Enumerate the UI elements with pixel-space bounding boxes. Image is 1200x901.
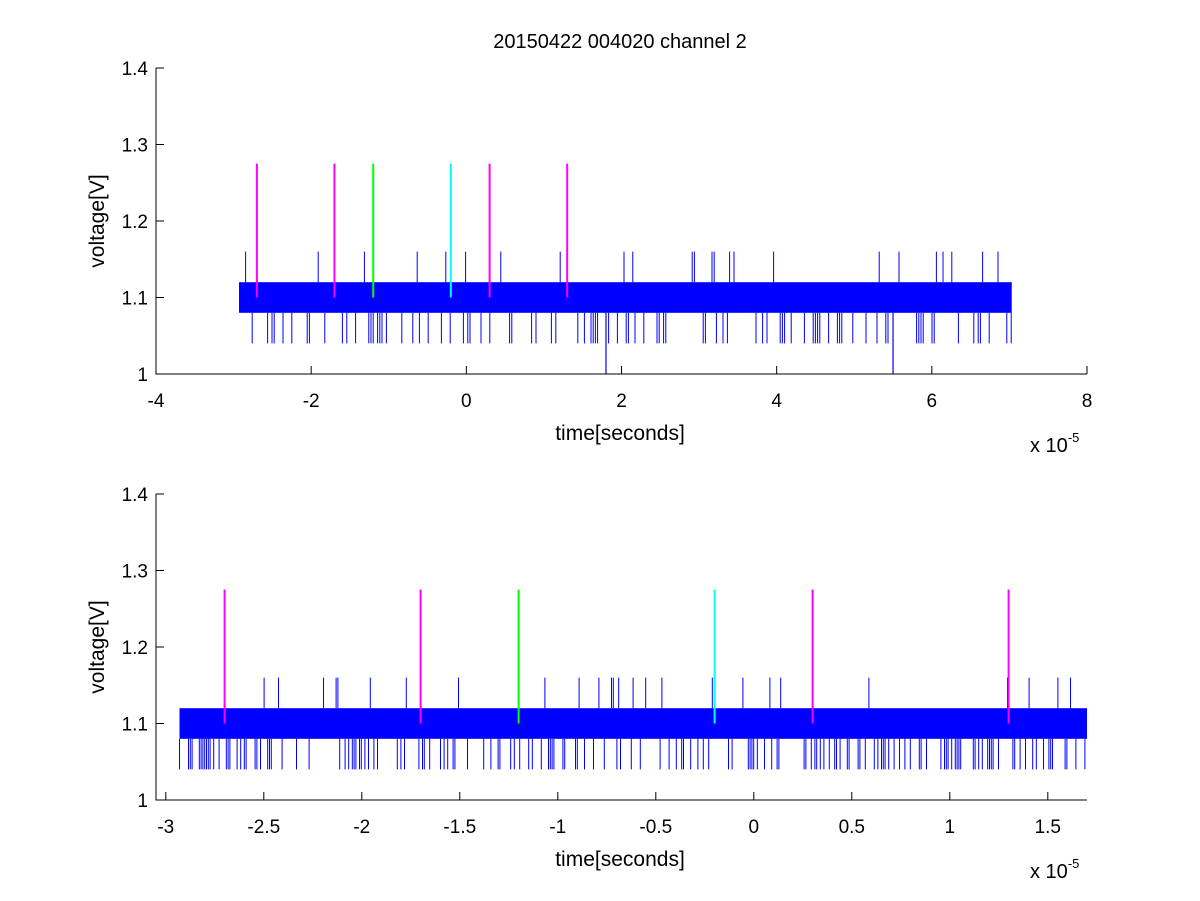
figure-title: 20150422 004020 channel 2 (493, 31, 747, 53)
x-tick-label: -4 (148, 391, 165, 412)
signal-band (179, 708, 1087, 739)
y-tick-label: 1.3 (122, 136, 148, 157)
bottom-x-ticks: -3 -2.5 -2 -1.5 -1 -0.5 0 0.5 1 1.5 (157, 792, 1061, 838)
top-y-axis-label: voltage[V] (86, 174, 109, 267)
bottom-plot: -3 -2.5 -2 -1.5 -1 -0.5 0 0.5 1 1.5 1 1.1 1.2 1.3 1.4… (86, 485, 1087, 883)
x-tick-label: -0.5 (639, 817, 672, 838)
bottom-axes-frame (155, 494, 1087, 801)
top-x-exponent-base: x 10 (1030, 435, 1068, 457)
signal-trace (179, 677, 1086, 770)
x-tick-label: 0.5 (839, 817, 865, 838)
signal-trace (245, 251, 1012, 344)
bottom-markers (223, 589, 1010, 724)
x-tick-label: 6 (927, 391, 938, 412)
x-tick-label: -1.5 (443, 817, 476, 838)
bottom-signal (179, 677, 1087, 770)
top-axes-frame (155, 68, 1087, 375)
x-tick-label: 0 (749, 817, 760, 838)
y-tick-label: 1.4 (122, 59, 149, 80)
signal-band (239, 282, 1012, 313)
x-tick-label: -2 (353, 817, 370, 838)
y-tick-label: 1.2 (122, 212, 148, 233)
top-signal (239, 251, 1012, 374)
x-tick-label: -1 (549, 817, 566, 838)
top-x-exponent: x 10-5 (1030, 430, 1079, 457)
bottom-x-axis-label: time[seconds] (555, 848, 685, 871)
bottom-x-exponent-base: x 10 (1030, 861, 1068, 883)
bottom-x-exponent-power: -5 (1068, 856, 1080, 871)
y-tick-label: 1 (137, 365, 148, 386)
x-tick-label: -2.5 (247, 817, 280, 838)
top-y-ticks: 1 1.1 1.2 1.3 1.4 (122, 59, 164, 386)
y-tick-label: 1.1 (122, 715, 148, 736)
y-tick-label: 1.1 (122, 289, 148, 310)
top-x-axis-label: time[seconds] (555, 422, 685, 445)
x-tick-label: 4 (771, 391, 782, 412)
bottom-y-ticks: 1 1.1 1.2 1.3 1.4 (122, 485, 164, 812)
bottom-y-axis-label: voltage[V] (86, 600, 109, 693)
y-tick-label: 1.2 (122, 638, 148, 659)
x-tick-label: 8 (1082, 391, 1093, 412)
top-x-exponent-power: -5 (1068, 430, 1080, 445)
x-tick-label: -2 (303, 391, 320, 412)
y-tick-label: 1.4 (122, 485, 149, 506)
x-tick-label: 1.5 (1035, 817, 1061, 838)
y-tick-label: 1.3 (122, 562, 148, 583)
top-x-ticks: -4 -2 0 2 4 6 8 (148, 366, 1093, 412)
top-markers (255, 163, 569, 298)
x-tick-label: -3 (157, 817, 174, 838)
y-tick-label: 1 (137, 791, 148, 812)
top-plot: -4 -2 0 2 4 6 8 1 1.1 1.2 1.3 1.4 time[seconds] vo… (86, 59, 1092, 457)
x-tick-label: 1 (945, 817, 956, 838)
x-tick-label: 2 (616, 391, 627, 412)
bottom-x-exponent: x 10-5 (1030, 856, 1079, 883)
x-tick-label: 0 (461, 391, 472, 412)
